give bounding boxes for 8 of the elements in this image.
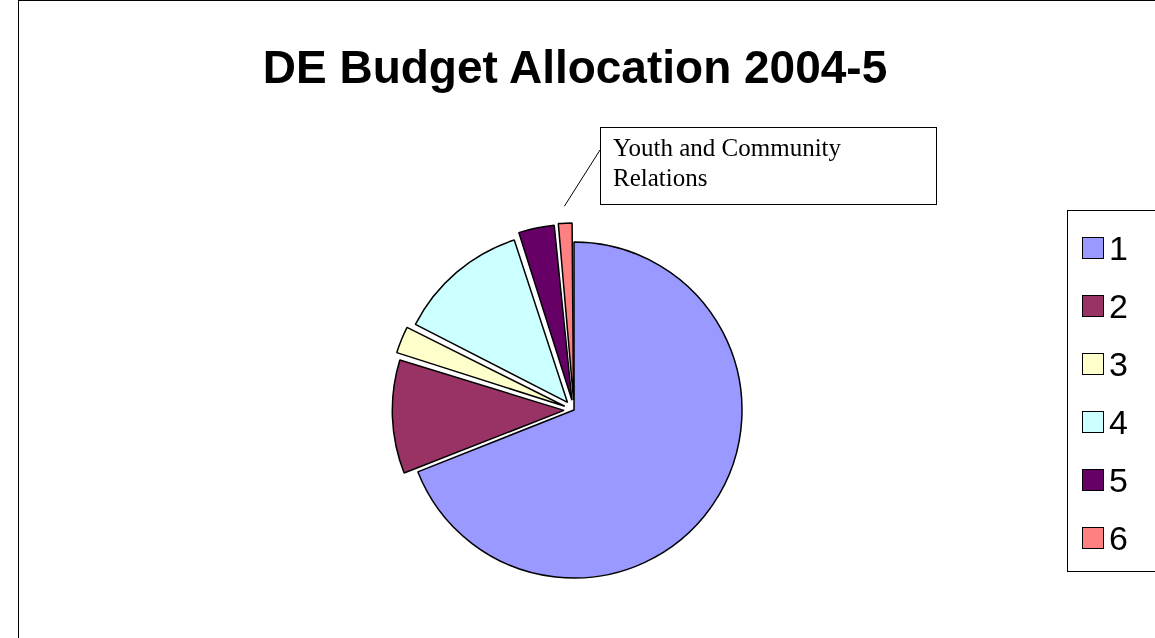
- text: Youth and Community Relations: [600, 127, 937, 205]
- legend-label: 2: [1109, 286, 1128, 326]
- legend-label: 1: [1109, 228, 1128, 268]
- legend-label: 4: [1109, 402, 1128, 442]
- legend-label: 6: [1109, 518, 1128, 558]
- legend-label: 3: [1109, 344, 1128, 384]
- chart-title: DE Budget Allocation 2004-5: [261, 40, 889, 94]
- legend-label: 5: [1109, 460, 1128, 500]
